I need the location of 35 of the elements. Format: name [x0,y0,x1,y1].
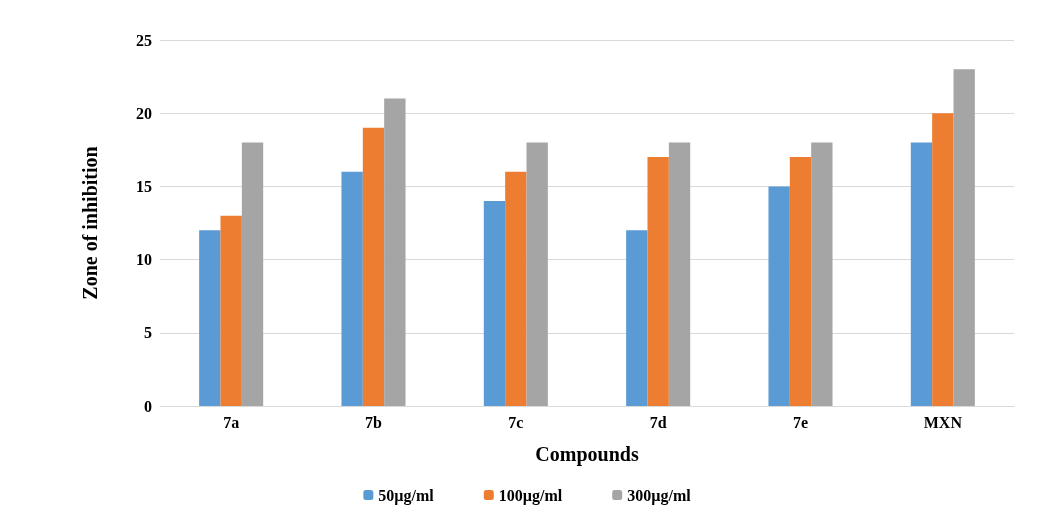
bar [668,142,691,406]
legend-label: 50µg/ml [378,486,435,505]
bar [789,157,812,406]
y-axis-title: Zone of inhibition [79,146,101,300]
x-axis-title: Compounds [535,443,639,466]
y-tick-label: 20 [136,104,152,122]
x-tick-label: MXN [923,413,963,431]
bar [483,201,506,406]
x-tick-label: 7a [223,413,240,431]
y-tick-label: 5 [144,324,152,342]
x-tick-label: 7b [365,413,383,431]
y-tick-label: 0 [144,397,152,415]
bar [910,142,933,406]
y-tick-label: 25 [136,31,152,49]
bar [626,230,648,406]
legend-label: 100µg/ml [498,486,563,505]
x-tick-label: 7d [649,413,667,431]
x-tick-label: 7e [792,413,809,431]
x-tick-label: 7c [508,413,524,431]
bar [220,215,242,406]
bar [199,230,221,406]
bar [953,69,975,406]
legend-label: 300µg/ml [627,486,692,505]
bar [932,113,954,406]
y-tick-label: 15 [136,177,152,195]
bar [505,171,527,406]
bar [526,142,548,406]
bar [647,157,669,406]
bar [362,127,385,406]
bar [811,142,833,406]
bar [768,186,790,406]
bar [341,171,363,406]
bar [384,98,406,406]
bar [241,142,264,406]
y-tick-label: 10 [136,251,152,269]
